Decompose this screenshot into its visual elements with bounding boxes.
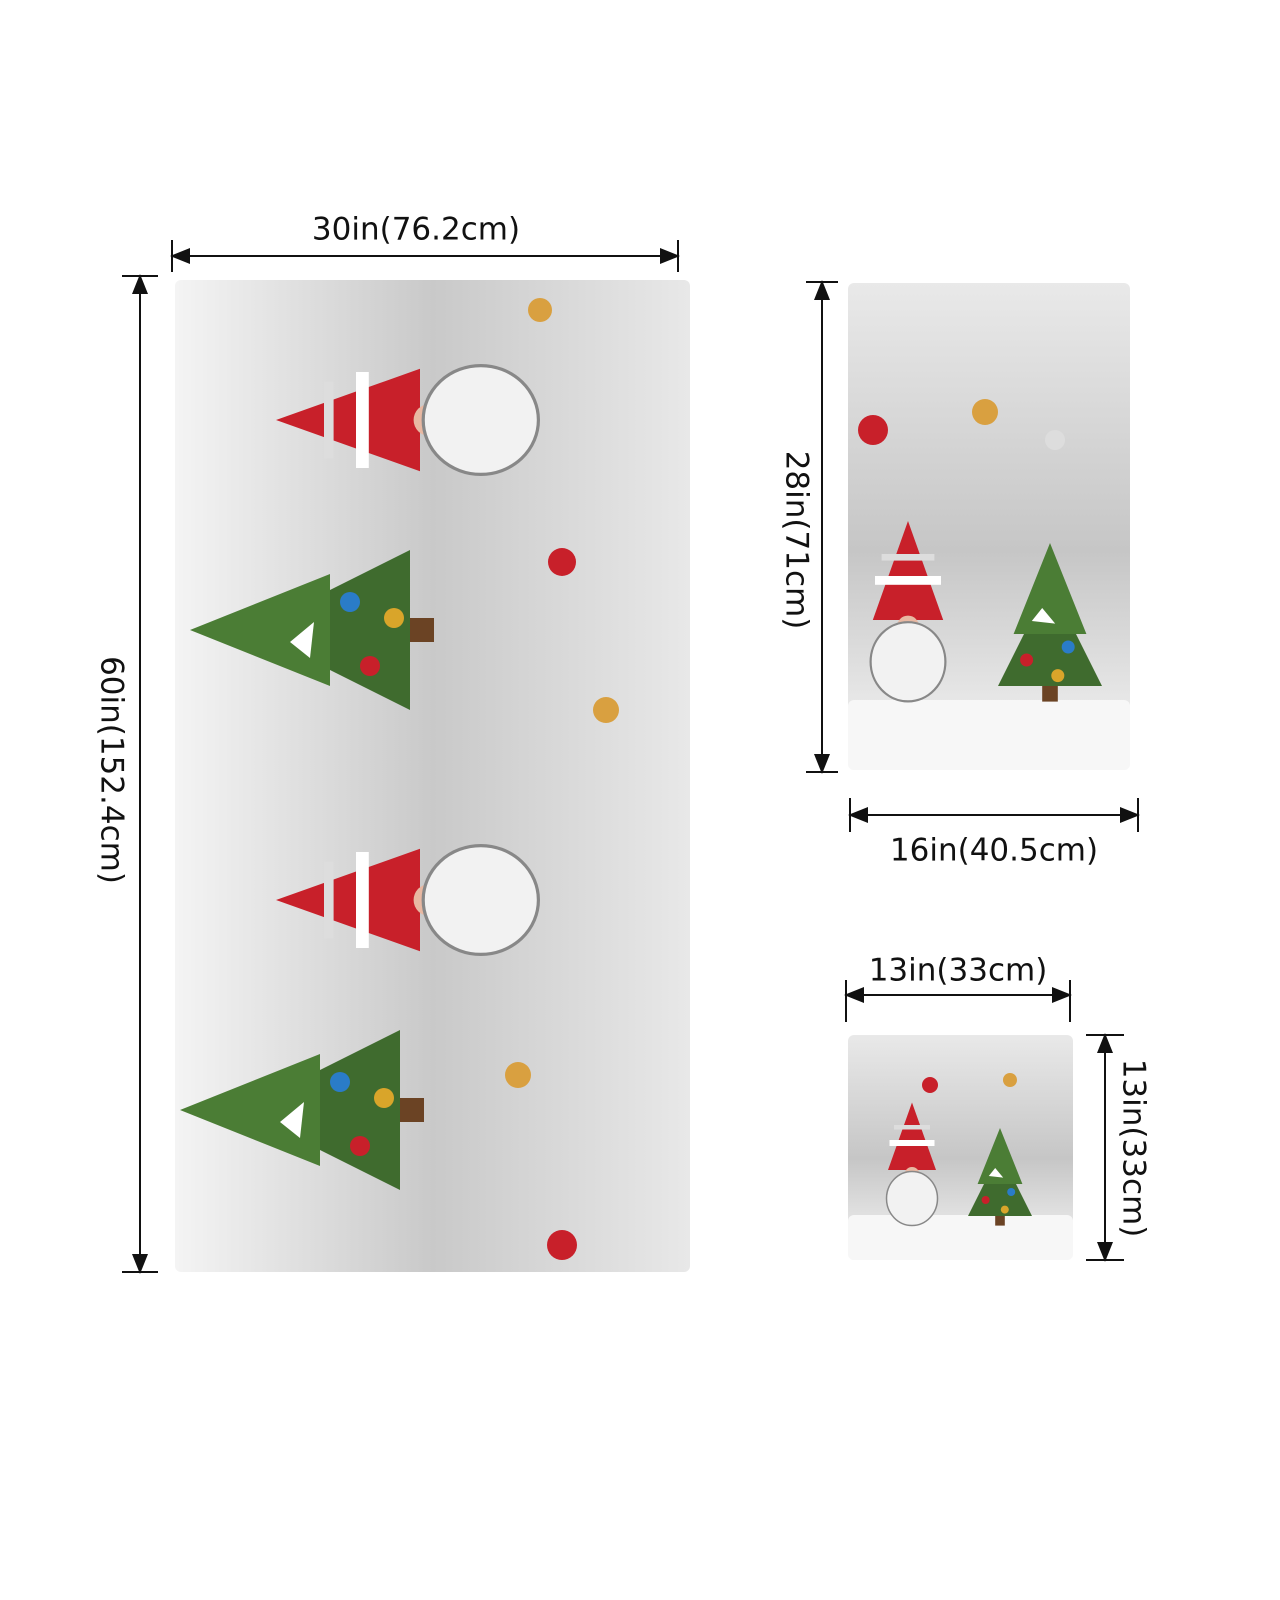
height-label: 60in(152.4cm): [94, 656, 130, 884]
hand-towel: [848, 283, 1130, 770]
height-label: 13in(33cm): [1116, 1059, 1152, 1238]
height-label: 28in(71cm): [779, 451, 815, 630]
washcloth: [848, 1035, 1073, 1260]
width-label: 16in(40.5cm): [890, 833, 1098, 869]
width-label: 30in(76.2cm): [312, 212, 520, 248]
width-label: 13in(33cm): [869, 953, 1048, 989]
bath-towel: [175, 280, 690, 1272]
